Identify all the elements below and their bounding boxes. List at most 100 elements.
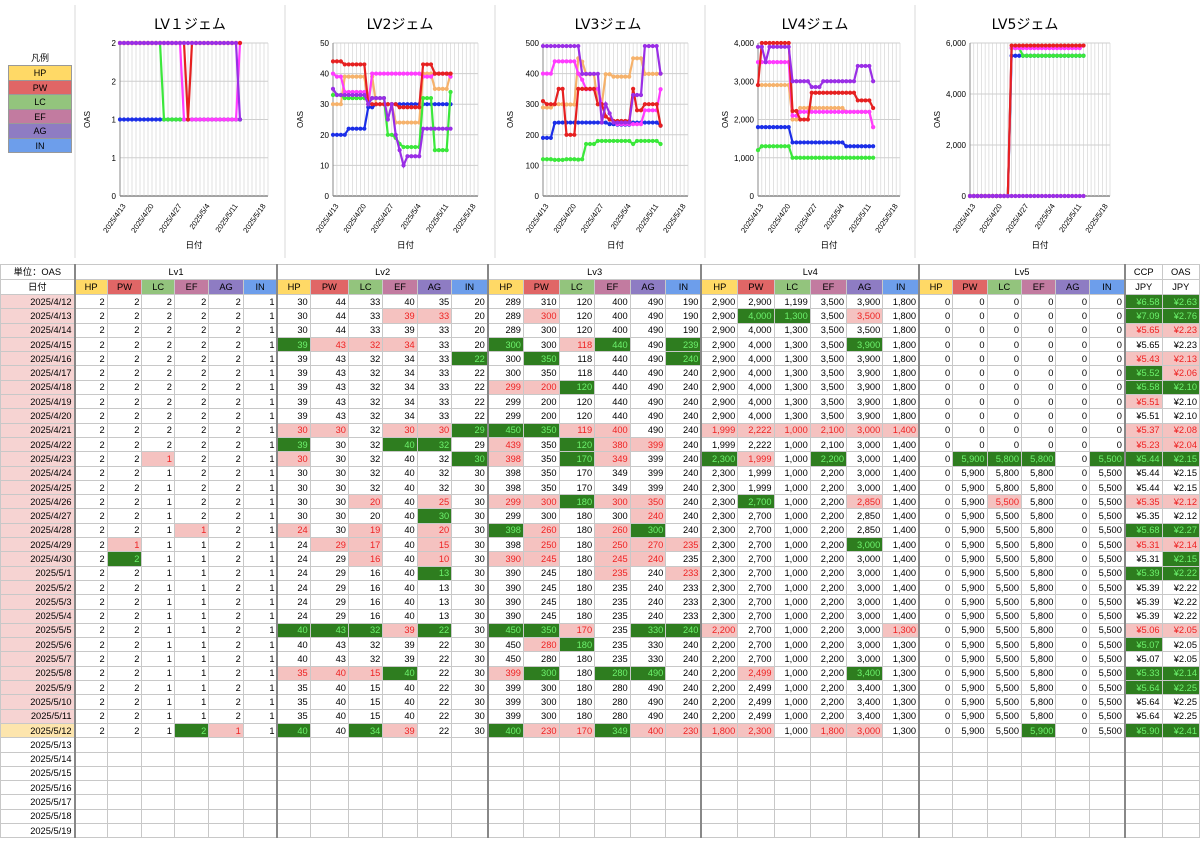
lv4-ag-cell[interactable]: 3,400 [846,665,884,682]
lv5-pw-cell[interactable] [952,822,988,839]
lv5-pw-cell[interactable]: 0 [952,365,988,381]
lv3-lc-cell[interactable]: 180 [558,694,596,710]
lv5-ag-cell[interactable]: 0 [1055,451,1091,467]
date-cell[interactable]: 2025/4/29 [0,537,76,553]
lv1-ag-cell[interactable]: 2 [208,522,244,539]
lv4-hp-cell[interactable]: 2,300 [700,508,739,524]
stat-header-lc[interactable]: LC [558,279,596,295]
lv1-ef-cell[interactable]: 2 [173,408,210,424]
lv2-lc-cell[interactable]: 32 [347,408,384,424]
lv1-lc-cell[interactable]: 1 [141,494,175,510]
date-cell[interactable]: 2025/4/18 [0,379,76,396]
lv5-hp-cell[interactable]: 0 [918,651,954,667]
lv4-pw-cell[interactable]: 2,700 [737,508,775,524]
lv5-in-cell[interactable]: 5,500 [1089,565,1126,581]
stat-header-in[interactable]: IN [665,279,702,295]
lv4-ag-cell[interactable]: 3,000 [846,565,884,581]
lv4-hp-cell[interactable]: 2,300 [700,451,739,467]
lv2-ef-cell[interactable]: 40 [382,665,418,682]
lv1-in-cell[interactable]: 1 [242,637,278,653]
lv2-pw-cell[interactable]: 29 [309,565,349,581]
lv2-ef-cell[interactable]: 30 [382,422,418,438]
lv1-ef-cell[interactable]: 1 [173,565,210,581]
lv1-hp-cell[interactable]: 2 [73,522,108,539]
lv1-pw-cell[interactable]: 2 [106,379,143,396]
lv5-pw-cell[interactable]: 5,900 [952,651,988,667]
ccp-price-cell[interactable] [1123,765,1163,782]
lv3-hp-cell[interactable]: 390 [486,579,524,596]
lv2-in-cell[interactable] [451,780,489,796]
lv5-ag-cell[interactable]: 0 [1055,365,1091,381]
lv1-lc-cell[interactable]: 2 [141,422,175,438]
lv5-ag-cell[interactable] [1055,822,1091,839]
lv4-lc-cell[interactable]: 1,000 [773,680,811,696]
lv5-lc-cell[interactable]: 5,500 [986,694,1023,710]
lv2-in-cell[interactable]: 30 [451,708,489,724]
lv4-in-cell[interactable] [882,765,920,782]
lv3-in-cell[interactable]: 240 [665,408,702,424]
lv5-lc-cell[interactable]: 5,500 [986,722,1023,739]
lv4-hp-cell[interactable] [700,780,739,796]
lv3-ag-cell[interactable]: 490 [629,694,667,710]
lv1-lc-cell[interactable]: 2 [141,379,175,396]
lv2-lc-cell[interactable]: 17 [347,537,384,553]
lv3-pw-cell[interactable]: 350 [522,451,560,467]
lv5-in-cell[interactable]: 5,500 [1089,508,1126,524]
lv2-lc-cell[interactable] [347,808,384,824]
oas-price-cell[interactable]: ¥2.41 [1161,722,1200,739]
lv1-lc-cell[interactable] [141,780,175,796]
lv1-ag-cell[interactable]: 2 [208,351,244,367]
lv1-pw-cell[interactable]: 2 [106,551,143,567]
lv3-lc-cell[interactable]: 180 [558,608,596,624]
lv3-pw-cell[interactable]: 350 [522,351,560,367]
ccp-price-cell[interactable]: ¥5.44 [1123,479,1163,496]
lv5-pw-cell[interactable]: 0 [952,293,988,310]
lv2-ag-cell[interactable]: 22 [416,694,453,710]
lv2-in-cell[interactable]: 22 [451,379,489,396]
lv5-ag-cell[interactable]: 0 [1055,408,1091,424]
lv4-ef-cell[interactable]: 2,200 [809,522,848,539]
lv4-in-cell[interactable]: 1,300 [882,637,920,653]
lv1-lc-cell[interactable] [141,822,175,839]
lv5-pw-cell[interactable]: 0 [952,336,988,353]
lv5-lc-cell[interactable] [986,751,1023,767]
lv3-ag-cell[interactable] [629,751,667,767]
lv3-ef-cell[interactable]: 349 [594,722,631,739]
ccp-price-cell[interactable]: ¥5.43 [1123,351,1163,367]
lv4-in-cell[interactable]: 1,800 [882,322,920,338]
lv4-hp-cell[interactable]: 2,300 [700,537,739,553]
lv2-in-cell[interactable]: 30 [451,694,489,710]
group-header-lv1[interactable]: Lv1 [73,264,278,280]
lv3-pw-cell[interactable]: 350 [522,622,560,639]
oas-price-cell[interactable]: ¥2.06 [1161,365,1200,381]
lv3-lc-cell[interactable]: 180 [558,522,596,539]
lv2-hp-cell[interactable]: 35 [276,665,311,682]
lv1-ag-cell[interactable]: 2 [208,622,244,639]
lv1-hp-cell[interactable]: 2 [73,351,108,367]
lv5-hp-cell[interactable]: 0 [918,322,954,338]
lv1-in-cell[interactable]: 1 [242,365,278,381]
lv5-ag-cell[interactable]: 0 [1055,622,1091,639]
lv3-hp-cell[interactable] [486,808,524,824]
lv3-lc-cell[interactable] [558,737,596,753]
lv1-ef-cell[interactable]: 1 [173,680,210,696]
lv4-lc-cell[interactable]: 1,000 [773,494,811,510]
lv2-pw-cell[interactable]: 43 [309,336,349,353]
lv1-ag-cell[interactable] [208,794,244,810]
lv5-ag-cell[interactable]: 0 [1055,422,1091,438]
lv4-pw-cell[interactable]: 2,700 [737,579,775,596]
lv2-ef-cell[interactable]: 40 [382,436,418,453]
lv5-ag-cell[interactable]: 0 [1055,522,1091,539]
lv2-ef-cell[interactable]: 40 [382,451,418,467]
lv3-hp-cell[interactable]: 300 [486,365,524,381]
date-cell[interactable]: 2025/5/17 [0,794,76,810]
lv1-lc-cell[interactable]: 1 [141,722,175,739]
lv5-pw-cell[interactable]: 5,900 [952,465,988,481]
date-header[interactable]: 日付 [0,279,76,295]
stat-header-lc[interactable]: LC [141,279,175,295]
lv2-hp-cell[interactable]: 40 [276,622,311,639]
lv3-pw-cell[interactable]: 350 [522,422,560,438]
stat-header-in[interactable]: IN [242,279,278,295]
lv2-lc-cell[interactable]: 19 [347,522,384,539]
lv2-hp-cell[interactable] [276,794,311,810]
